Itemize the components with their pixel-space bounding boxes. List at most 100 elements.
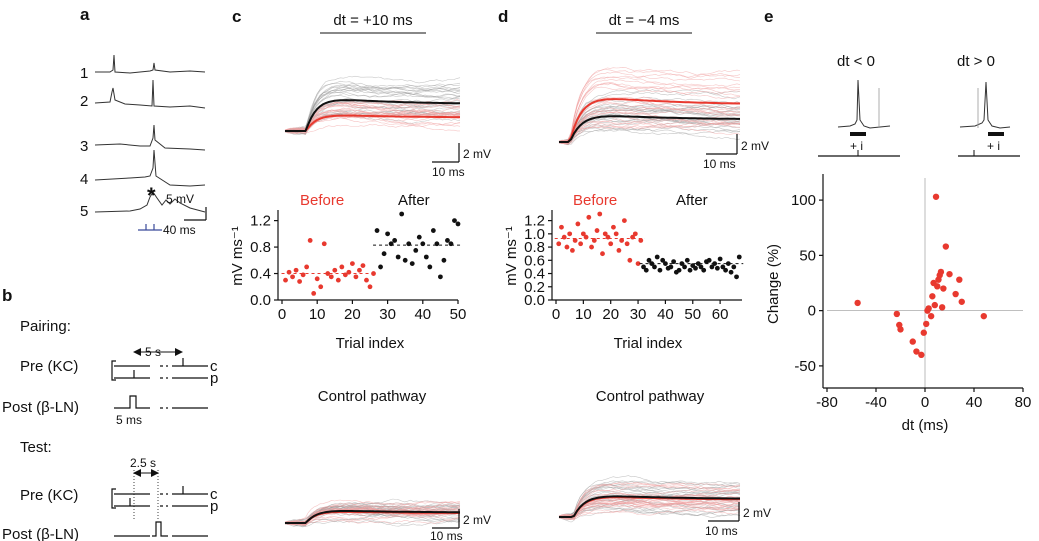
panel-a-scalebar <box>184 207 207 221</box>
data-point <box>937 268 945 276</box>
data-point <box>388 241 394 247</box>
trace-4 <box>94 149 206 187</box>
data-point <box>378 264 383 270</box>
trace-label-4: 4 <box>80 171 88 188</box>
data-point <box>583 234 589 240</box>
mean-trace-after <box>559 495 740 518</box>
pairing-post-line <box>114 395 208 409</box>
mean-trace-after <box>285 99 461 132</box>
scale-ms-d: 10 ms <box>703 157 736 171</box>
data-point <box>635 261 641 267</box>
trace-label-3: 3 <box>80 138 88 155</box>
trial-trace-after <box>558 480 741 517</box>
data-point <box>646 257 652 263</box>
data-point <box>360 263 366 268</box>
data-point <box>676 267 682 273</box>
data-point <box>342 272 348 278</box>
inset-label-dt-neg: dt < 0 <box>837 53 875 70</box>
legend-before-d: Before <box>573 192 617 209</box>
y-tick-label: 1.2 <box>524 213 545 230</box>
data-point <box>660 257 666 263</box>
x-tick-label: 0 <box>278 306 286 323</box>
data-point <box>357 267 362 273</box>
x-tick-label: 50 <box>450 306 467 323</box>
data-point <box>580 231 586 237</box>
ylabel-d: mV ms⁻¹ <box>503 226 520 286</box>
legend-before-c: Before <box>300 192 344 209</box>
data-point <box>723 267 728 273</box>
x-tick-label: 60 <box>712 306 729 323</box>
trial-trace-before <box>558 101 741 142</box>
data-point <box>619 238 625 243</box>
data-point <box>350 261 355 267</box>
data-point <box>654 254 660 260</box>
post-label-test: Post (β-LN) <box>2 526 79 541</box>
data-point <box>918 351 925 359</box>
data-point <box>321 241 327 247</box>
panel-label-d: d <box>498 7 508 26</box>
data-point <box>318 284 324 290</box>
data-point <box>632 231 638 237</box>
data-point <box>946 270 953 278</box>
data-point <box>956 276 963 283</box>
data-point <box>374 228 380 233</box>
data-point <box>684 257 690 263</box>
data-point <box>714 265 720 271</box>
trial-trace-before <box>284 499 461 523</box>
data-point <box>942 243 950 250</box>
trial-trace-after <box>558 103 741 146</box>
x-tick-label: 0 <box>552 306 560 323</box>
chart-e: -80 -40 0 40 80 -50 0 50 100 <box>791 174 1031 411</box>
data-point <box>311 290 317 296</box>
data-point <box>600 251 605 257</box>
legend-after-d: After <box>676 192 708 209</box>
data-point <box>567 231 573 237</box>
scale-mv-c: 2 mV <box>463 147 491 161</box>
trial-trace-before <box>558 492 741 517</box>
trial-trace-after <box>559 126 741 143</box>
data-point <box>559 224 564 230</box>
data-point <box>332 267 338 273</box>
data-point <box>728 269 734 275</box>
trial-trace-after <box>558 504 741 519</box>
data-point <box>346 269 352 275</box>
trial-trace-before <box>558 110 740 143</box>
trial-trace-before <box>558 500 741 519</box>
trial-trace-after <box>558 506 741 519</box>
pulse-width-label: 5 ms <box>116 413 142 427</box>
trial-trace-before <box>284 102 461 135</box>
chart-c: 0 10 20 30 40 50 0.0 0.4 0.8 1.2 <box>250 210 466 323</box>
data-point <box>430 228 436 233</box>
data-point <box>630 234 635 240</box>
data-point <box>980 312 987 320</box>
data-point <box>624 241 630 247</box>
data-point <box>335 277 341 283</box>
x-tick-label: 50 <box>684 306 701 323</box>
data-point <box>652 264 657 270</box>
data-point <box>920 329 927 336</box>
data-point <box>938 304 946 311</box>
panel-c-traces <box>284 75 461 136</box>
data-point <box>367 284 373 290</box>
x-tick-label: 30 <box>630 306 647 323</box>
trial-trace-before <box>558 119 741 145</box>
x-tick-label: 10 <box>575 306 592 323</box>
panel-label-a: a <box>80 5 90 24</box>
post-label-pairing: Post (β-LN) <box>2 399 79 416</box>
data-point <box>641 264 646 270</box>
data-point <box>668 264 674 270</box>
x-tick-label: -40 <box>865 394 887 411</box>
y-tick-label: 0.4 <box>524 266 545 283</box>
data-point <box>423 254 429 260</box>
y-tick-label: 0 <box>808 303 816 320</box>
x-tick-label: 10 <box>309 306 326 323</box>
xlabel-e: dt (ms) <box>902 417 949 434</box>
control-scale-ms-c: 10 ms <box>430 529 463 541</box>
trial-trace-after <box>558 509 740 520</box>
y-tick-label: 0.8 <box>524 239 545 256</box>
trial-trace-before <box>558 489 741 518</box>
panel-d-title: dt = −4 ms <box>609 12 680 29</box>
trial-trace-before <box>284 511 461 526</box>
scale-mv-d: 2 mV <box>741 139 769 153</box>
data-point <box>300 272 306 278</box>
